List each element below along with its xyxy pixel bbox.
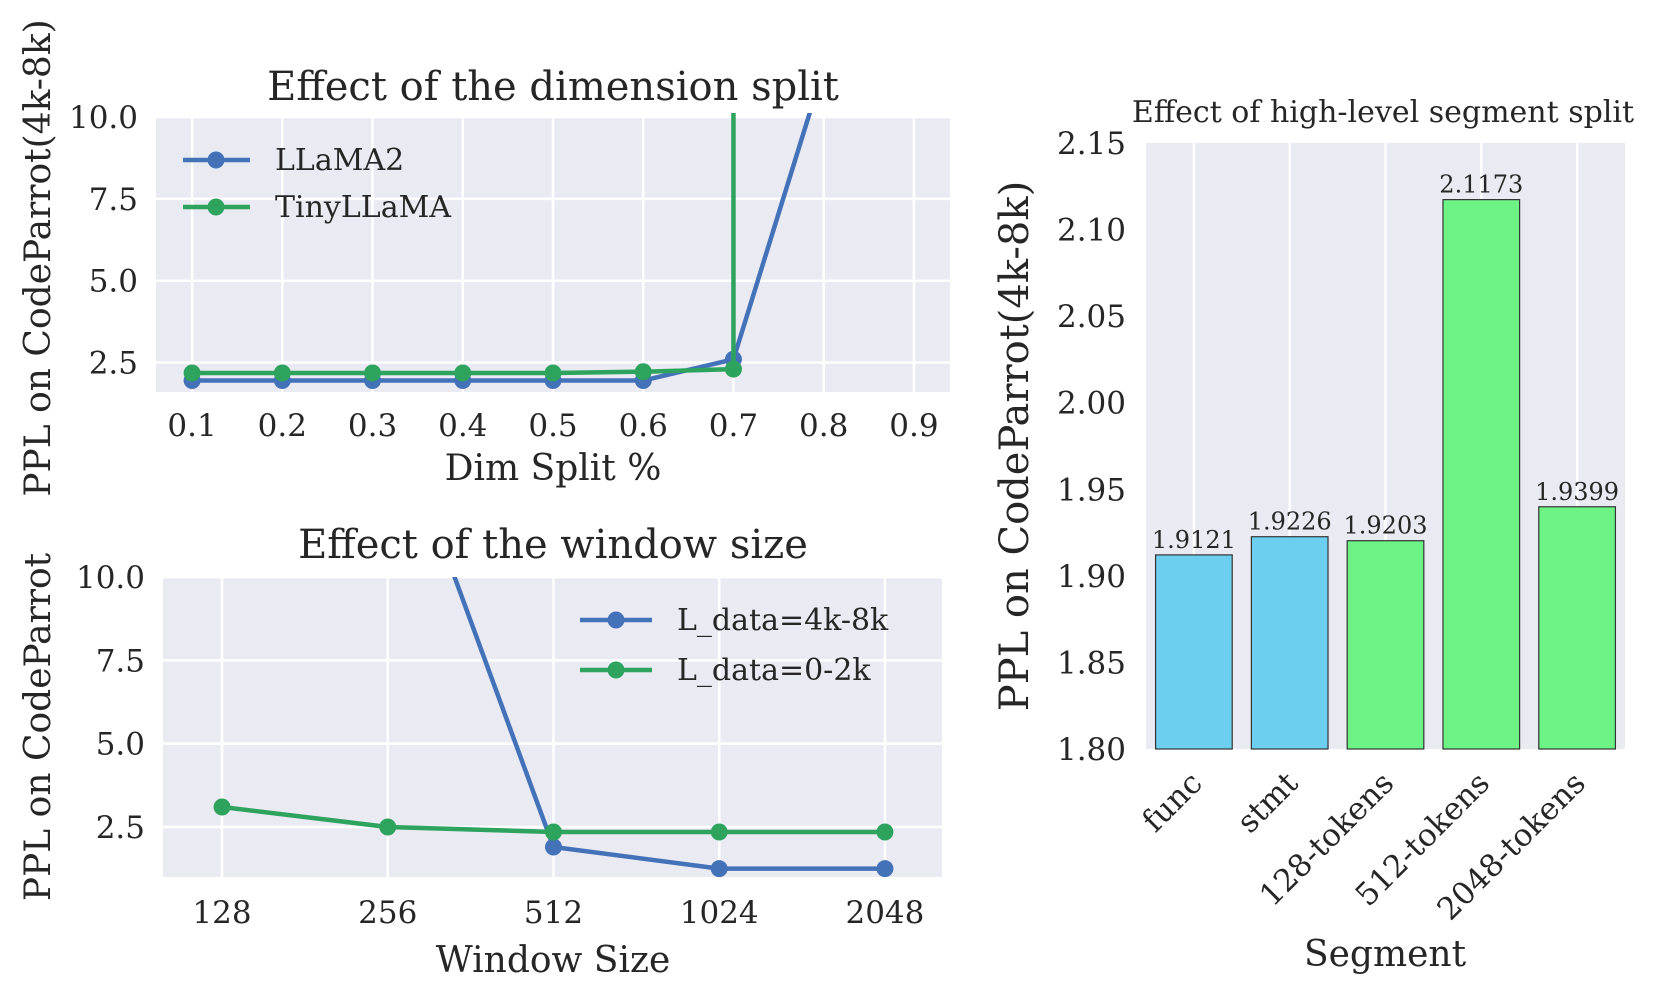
dim-split-chart: Effect of the dimension split Dim Split … — [69, 64, 950, 489]
bar-value-label: 1.9121 — [1152, 526, 1236, 554]
dim-split-grid — [156, 115, 950, 392]
legend-marker — [607, 661, 625, 679]
bar-value-label: 1.9203 — [1344, 512, 1428, 540]
series-marker — [544, 823, 562, 841]
window-size-xtick: 128 — [192, 895, 251, 931]
legend-label: TinyLLaMA — [275, 190, 451, 225]
dim-split-ytick: 5.0 — [89, 264, 138, 300]
window-size-ylabel: PPL on CodeParrot — [18, 552, 59, 901]
window-size-series — [213, 577, 894, 878]
dim-split-legend: LLaMA2 TinyLLaMA — [183, 143, 451, 225]
left-ylabel: PPL on CodeParrot(4k-8k) — [18, 19, 59, 496]
segment-split-ytick: 2.10 — [1057, 213, 1126, 249]
dim-split-ytick: 2.5 — [89, 346, 138, 382]
dim-split-xticks: 0.1 0.2 0.3 0.4 0.5 0.6 0.7 0.8 0.9 — [167, 408, 938, 444]
dim-split-ytick: 7.5 — [89, 182, 138, 218]
bar-value-label: 2.1173 — [1439, 171, 1523, 199]
window-size-xticks: 128 256 512 1024 2048 — [192, 895, 924, 931]
dim-split-xtick: 0.4 — [438, 408, 487, 444]
dim-split-xlabel: Dim Split % — [445, 448, 662, 489]
segment-split-chart: Effect of high-level segment split Segme… — [992, 95, 1634, 975]
dim-split-yticks: 2.5 5.0 7.5 10.0 — [69, 100, 138, 382]
window-size-ytick: 10.0 — [76, 560, 145, 596]
series-marker — [876, 860, 894, 878]
segment-split-ytick: 1.85 — [1057, 645, 1126, 681]
segment-split-ytick: 2.00 — [1057, 386, 1126, 422]
series-marker — [634, 363, 652, 381]
series-line — [452, 577, 885, 871]
dim-split-xtick: 0.6 — [619, 408, 668, 444]
window-size-ytick: 7.5 — [96, 643, 145, 679]
window-size-xlabel: Window Size — [436, 940, 671, 981]
legend-marker — [207, 198, 225, 216]
window-size-xtick: 1024 — [680, 895, 759, 931]
legend-label: L_data=0-2k — [677, 653, 871, 688]
dim-split-xtick: 0.1 — [167, 408, 216, 444]
legend-marker — [607, 611, 625, 629]
bar-value-label: 1.9226 — [1248, 508, 1332, 536]
window-size-xtick: 2048 — [845, 895, 924, 931]
segment-split-ytick: 2.05 — [1057, 299, 1126, 335]
segment-split-xlabel: Segment — [1304, 934, 1467, 975]
series-marker — [544, 838, 562, 856]
series-line — [192, 113, 736, 376]
window-size-ytick: 5.0 — [96, 727, 145, 763]
dim-split-xtick: 0.9 — [889, 408, 938, 444]
series-marker — [273, 364, 291, 382]
legend-marker — [207, 151, 225, 169]
segment-split-bars: 1.9121 1.9226 1.9203 2.1173 1.9399 — [1152, 171, 1619, 750]
bar — [1154, 554, 1233, 750]
dim-split-series — [183, 113, 813, 390]
dim-split-title: Effect of the dimension split — [267, 64, 839, 110]
series-marker — [710, 823, 728, 841]
series-marker — [710, 860, 728, 878]
segment-split-ylabel: PPL on CodeParrot(4k-8k) — [992, 181, 1038, 711]
series-marker — [454, 364, 472, 382]
window-size-chart: Effect of the window size Window Size PP… — [18, 522, 942, 981]
segment-split-xtick: func — [1135, 765, 1209, 839]
segment-split-ytick: 1.80 — [1057, 732, 1126, 768]
series-marker — [213, 798, 231, 816]
segment-split-ytick: 2.15 — [1057, 126, 1126, 162]
dim-split-xtick: 0.8 — [799, 408, 848, 444]
dim-split-xtick: 0.7 — [709, 408, 758, 444]
bar — [1346, 540, 1425, 750]
bar-value-label: 1.9399 — [1535, 478, 1619, 506]
window-size-title: Effect of the window size — [298, 522, 808, 568]
bar — [1442, 199, 1521, 750]
window-size-xtick: 512 — [524, 895, 583, 931]
window-size-legend: L_data=4k-8k L_data=0-2k — [580, 603, 889, 688]
dim-split-ytick: 10.0 — [69, 100, 138, 136]
series-line — [192, 113, 813, 383]
legend-label: L_data=4k-8k — [677, 603, 889, 638]
series-marker — [183, 364, 201, 382]
series-marker — [544, 364, 562, 382]
segment-split-title: Effect of high-level segment split — [1132, 95, 1634, 130]
segment-split-xtick: stmt — [1230, 765, 1305, 840]
bar — [1250, 536, 1329, 750]
segment-split-ytick: 1.95 — [1057, 472, 1126, 508]
dim-split-xtick: 0.5 — [528, 408, 577, 444]
dim-split-xtick: 0.3 — [348, 408, 397, 444]
segment-split-yticks: 1.80 1.85 1.90 1.95 2.00 2.05 2.10 2.15 — [1057, 126, 1126, 768]
dim-split-xtick: 0.2 — [258, 408, 307, 444]
series-marker — [379, 818, 397, 836]
window-size-ytick: 2.5 — [96, 810, 145, 846]
series-marker — [724, 360, 742, 378]
segment-split-ytick: 1.90 — [1057, 559, 1126, 595]
legend-label: LLaMA2 — [275, 143, 404, 178]
window-size-xtick: 256 — [358, 895, 417, 931]
bar — [1538, 506, 1617, 750]
series-marker — [876, 823, 894, 841]
series-marker — [364, 364, 382, 382]
window-size-yticks: 2.5 5.0 7.5 10.0 — [76, 560, 145, 846]
